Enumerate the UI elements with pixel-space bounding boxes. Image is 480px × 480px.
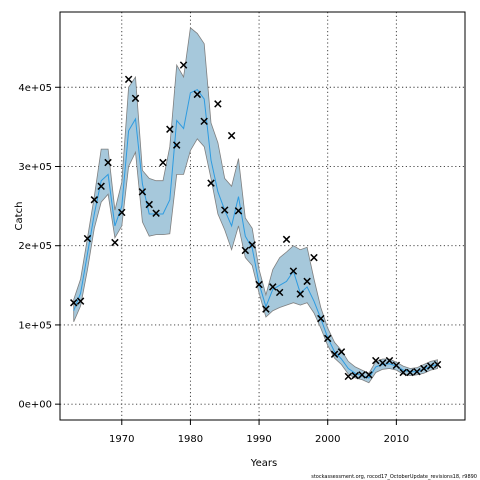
x-tick-label: 2000	[315, 434, 340, 445]
x-tick-label: 1970	[109, 434, 134, 445]
observed-point	[179, 61, 188, 69]
observed-point	[166, 125, 174, 133]
observed-point	[255, 280, 263, 289]
observed-point	[145, 200, 153, 209]
x-tick-label: 1980	[178, 434, 203, 445]
y-tick-label: 4e+05	[18, 83, 52, 94]
observed-point	[131, 94, 140, 103]
observed-point	[433, 360, 442, 369]
y-tick-label: 1e+05	[18, 320, 52, 331]
x-axis: 1970 1980 1990 2000 2010	[109, 420, 409, 445]
observed-point	[76, 297, 85, 305]
observed-point	[221, 206, 229, 214]
observed-point	[152, 209, 160, 217]
observed-point	[234, 207, 243, 215]
observed-point	[413, 367, 421, 376]
observed-point	[269, 283, 277, 291]
x-axis-title: Years	[250, 458, 277, 469]
observed-point	[337, 348, 346, 356]
observed-point	[214, 100, 222, 108]
observed-point	[200, 117, 208, 126]
observed-point	[262, 305, 270, 313]
observed-point	[330, 350, 339, 358]
plot-frame	[59, 11, 466, 421]
y-tick-label: 2e+05	[18, 241, 52, 252]
observed-point	[385, 356, 394, 365]
observed-point	[365, 371, 373, 379]
footnote: stockassessment.org, rocod17_OctoberUpda…	[311, 474, 477, 480]
estimated-catch-line	[73, 88, 438, 379]
observed-point	[344, 372, 353, 381]
observed-point	[111, 238, 119, 247]
observed-point	[90, 196, 99, 204]
observed-point	[282, 235, 291, 244]
observed-point	[172, 141, 181, 149]
y-axis-title: Catch	[14, 202, 25, 231]
observed-point	[207, 179, 215, 187]
observed-point	[358, 371, 366, 379]
observed-point	[296, 290, 304, 298]
y-tick-label: 0e+00	[18, 400, 52, 411]
x-tick-label: 1990	[246, 434, 271, 445]
observed-point	[351, 371, 359, 380]
observed-point	[372, 356, 380, 365]
observed-point	[310, 253, 318, 262]
observed-point	[275, 288, 284, 297]
observed-point	[289, 267, 298, 275]
observed-point	[248, 241, 256, 249]
observed-point	[399, 368, 407, 377]
observed-point	[104, 158, 112, 167]
observed-point	[159, 158, 167, 167]
observed-catch-points	[69, 61, 442, 381]
observed-point	[378, 359, 387, 367]
observed-point	[317, 314, 325, 323]
y-tick-label: 3e+05	[18, 162, 52, 173]
observed-point	[83, 234, 92, 243]
x-tick-label: 2010	[384, 434, 409, 445]
observed-point	[69, 299, 78, 307]
observed-point	[118, 208, 126, 217]
y-axis: 0e+00 1e+05 2e+05 3e+05 4e+05	[18, 83, 60, 411]
grid-lines	[60, 12, 465, 420]
observed-point	[426, 362, 435, 370]
observed-point	[227, 131, 236, 140]
observed-point	[193, 90, 202, 99]
observed-point	[97, 182, 105, 191]
observed-point	[124, 75, 133, 84]
observed-point	[323, 334, 332, 343]
observed-point	[138, 188, 147, 196]
observed-point	[406, 368, 414, 377]
observed-point	[241, 246, 250, 255]
observed-point	[392, 361, 401, 370]
observed-point	[420, 364, 428, 373]
confidence-band	[73, 27, 438, 384]
observed-point	[303, 277, 311, 286]
